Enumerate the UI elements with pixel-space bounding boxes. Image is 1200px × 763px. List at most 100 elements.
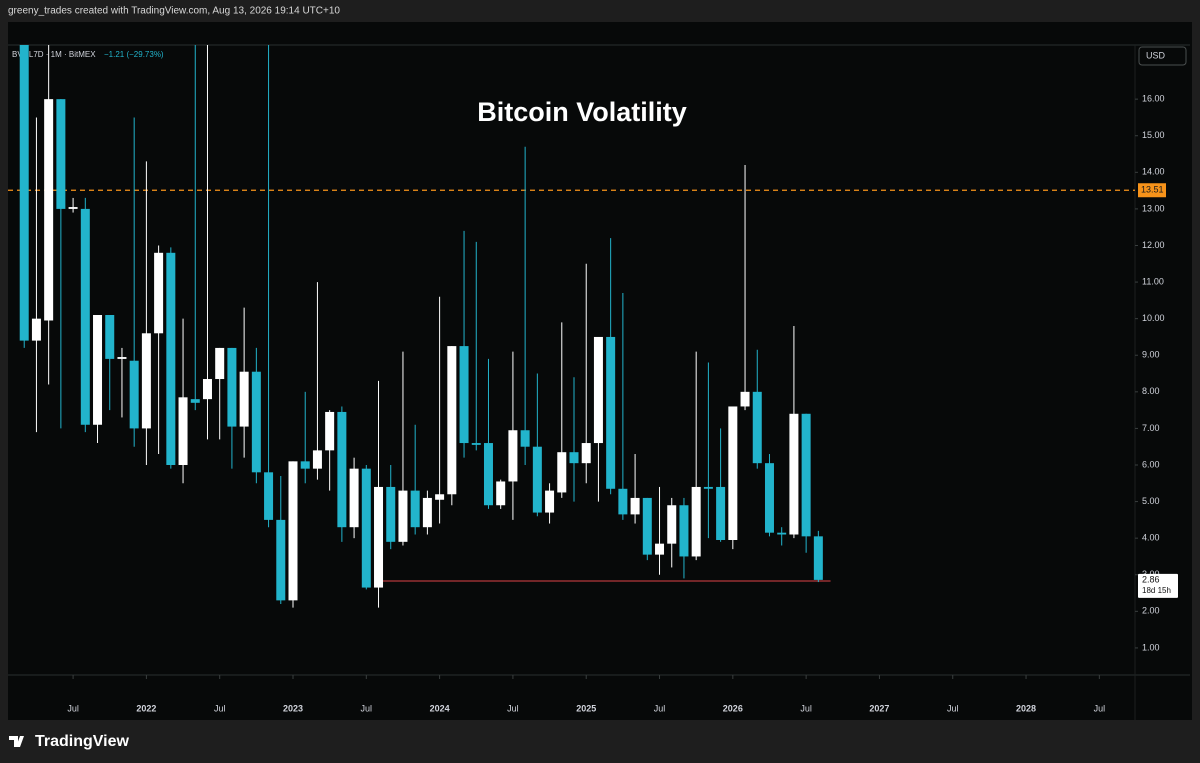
candle-body bbox=[251, 371, 261, 473]
candle-body bbox=[141, 333, 151, 429]
candle-body bbox=[337, 411, 347, 528]
candle-body bbox=[325, 411, 335, 451]
level-badge bbox=[1138, 183, 1166, 198]
candle-body bbox=[777, 532, 787, 535]
price-badge bbox=[1138, 573, 1178, 598]
candle-body bbox=[19, 45, 29, 341]
symbol: BVOL7D · 1M · BitMEX bbox=[12, 50, 96, 59]
y-tick-label: 1.00 bbox=[1142, 642, 1160, 652]
candle-body bbox=[386, 486, 396, 542]
y-tick-label: 12.00 bbox=[1142, 240, 1165, 250]
x-tick-label: 2028 bbox=[1016, 703, 1036, 713]
y-tick-label: 6.00 bbox=[1142, 459, 1160, 469]
x-tick-label: 2026 bbox=[723, 703, 743, 713]
logo-mark bbox=[9, 736, 24, 747]
y-tick-label: 13.00 bbox=[1142, 203, 1165, 213]
candle-body bbox=[374, 486, 384, 588]
candle-body bbox=[618, 488, 628, 515]
y-tick-label: 15.00 bbox=[1142, 130, 1165, 140]
candle-body bbox=[667, 505, 677, 544]
x-tick-label: Jul bbox=[654, 703, 666, 713]
candle-body bbox=[93, 315, 103, 425]
candle-body bbox=[202, 379, 212, 400]
change: −1.21 (−29.73%) bbox=[104, 50, 164, 59]
candle-body bbox=[728, 406, 738, 540]
x-tick-label: Jul bbox=[1094, 703, 1106, 713]
candle-body bbox=[447, 346, 457, 495]
candle-body bbox=[288, 461, 298, 601]
candle-body bbox=[532, 446, 542, 513]
candle-body bbox=[300, 461, 310, 469]
candle-body bbox=[764, 463, 774, 533]
candle-body bbox=[105, 315, 115, 359]
candle-body bbox=[422, 497, 432, 528]
y-tick-label: 16.00 bbox=[1142, 94, 1165, 104]
y-tick-label: 2.00 bbox=[1142, 606, 1160, 616]
candle-body bbox=[264, 472, 274, 520]
candle-body bbox=[630, 497, 640, 515]
candle-body bbox=[813, 536, 823, 580]
x-tick-label: Jul bbox=[800, 703, 812, 713]
candle-body bbox=[703, 486, 713, 489]
candle-body bbox=[789, 413, 799, 535]
candle-body bbox=[569, 452, 579, 464]
candle-body bbox=[178, 397, 188, 465]
candle-body bbox=[31, 318, 41, 341]
candle-body bbox=[215, 347, 225, 380]
candle-body bbox=[471, 443, 481, 445]
y-tick-label: 9.00 bbox=[1142, 350, 1160, 360]
candle-body bbox=[716, 486, 726, 540]
plot bbox=[8, 45, 1135, 608]
candle-body bbox=[68, 207, 78, 209]
level-label: 13.51 bbox=[1141, 185, 1164, 195]
y-tick-label: 14.00 bbox=[1142, 167, 1165, 177]
candle-body bbox=[459, 346, 469, 444]
brand: TradingView bbox=[35, 733, 130, 750]
x-tick-label: Jul bbox=[947, 703, 959, 713]
y-tick-label: 4.00 bbox=[1142, 533, 1160, 543]
candle-body bbox=[276, 519, 286, 601]
x-tick-label: Jul bbox=[67, 703, 79, 713]
x-tick-label: 2023 bbox=[283, 703, 303, 713]
price-label: 2.86 bbox=[1142, 574, 1160, 584]
candle-body bbox=[606, 336, 616, 489]
x-tick-label: 2027 bbox=[869, 703, 889, 713]
candle-body bbox=[581, 443, 591, 464]
candle-body bbox=[190, 399, 200, 403]
candle-body bbox=[508, 430, 518, 482]
currency-box[interactable] bbox=[1138, 46, 1187, 66]
candle-body bbox=[801, 413, 811, 537]
candle-body bbox=[166, 252, 176, 465]
header: greeny_trades created with TradingView.c… bbox=[8, 6, 340, 17]
candle-body bbox=[312, 450, 322, 469]
candle-body bbox=[642, 497, 652, 555]
candle-body bbox=[752, 391, 762, 464]
candle-body bbox=[80, 208, 90, 425]
x-tick-label: 2022 bbox=[136, 703, 156, 713]
currency: USD bbox=[1146, 50, 1166, 60]
candle-body bbox=[349, 468, 359, 528]
candle-body bbox=[496, 481, 506, 506]
candle-body bbox=[679, 505, 689, 557]
y-tick-label: 8.00 bbox=[1142, 386, 1160, 396]
candle-body bbox=[740, 391, 750, 407]
candle-body bbox=[227, 347, 237, 427]
candle-body bbox=[655, 543, 665, 555]
countdown: 18d 15h bbox=[1142, 586, 1171, 595]
candle-body bbox=[56, 99, 66, 209]
candle-body bbox=[239, 371, 249, 427]
x-tick-label: Jul bbox=[507, 703, 519, 713]
candle-body bbox=[593, 336, 603, 444]
candle-body bbox=[557, 452, 567, 493]
candle-body bbox=[129, 360, 139, 429]
candle-body bbox=[691, 486, 701, 557]
x-tick-label: 2025 bbox=[576, 703, 596, 713]
candle-body bbox=[117, 357, 127, 359]
candle-body bbox=[545, 490, 555, 513]
x-tick-label: 2024 bbox=[430, 703, 450, 713]
candle-body bbox=[435, 494, 445, 500]
candle-body bbox=[398, 490, 408, 542]
candle-body bbox=[154, 252, 164, 334]
candle-body bbox=[520, 430, 530, 447]
